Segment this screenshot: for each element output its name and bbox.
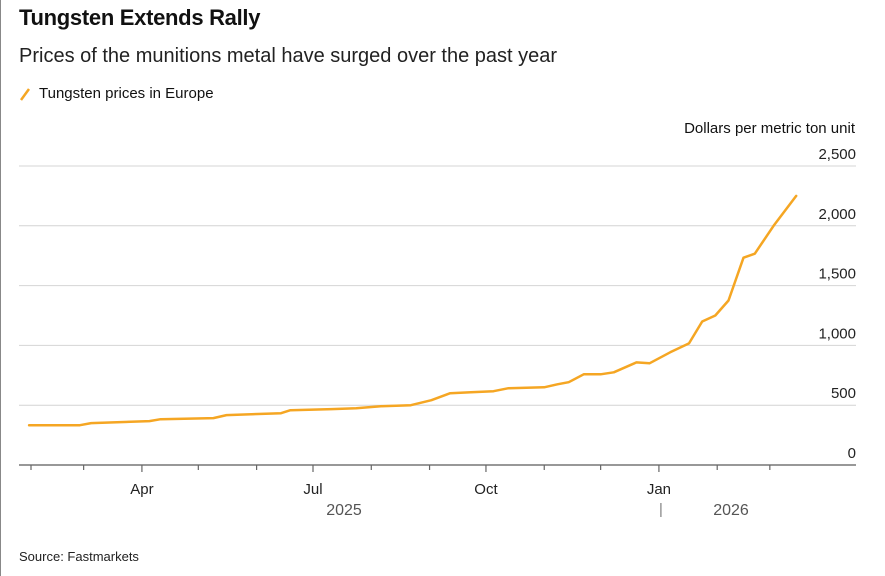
legend-line-icon: [19, 87, 31, 101]
x-tick-label: Jul: [303, 481, 322, 498]
y-tick-label: 1,000: [818, 325, 856, 342]
y-tick-label: 2,000: [818, 206, 856, 223]
x-tick-label: Oct: [474, 481, 498, 498]
source-note: Source: Fastmarkets: [19, 549, 139, 564]
y-axis-unit-label: Dollars per metric ton unit: [684, 120, 855, 137]
y-tick-label: 2,500: [818, 146, 856, 163]
series-line-tungsten: [27, 194, 798, 427]
chart-subtitle: Prices of the munitions metal have surge…: [19, 45, 558, 67]
x-tick-label: Jan: [647, 481, 671, 498]
chart-title: Tungsten Extends Rally: [19, 5, 261, 30]
year-label: 2026: [713, 502, 749, 519]
legend: Tungsten prices in Europe: [19, 85, 214, 102]
y-tick-label: 1,500: [818, 266, 856, 283]
legend-label: Tungsten prices in Europe: [39, 85, 214, 102]
year-label: 2025: [326, 502, 362, 519]
x-tick-label: Apr: [130, 481, 153, 498]
y-tick-label: 500: [831, 385, 856, 402]
y-tick-label: 0: [848, 445, 856, 462]
